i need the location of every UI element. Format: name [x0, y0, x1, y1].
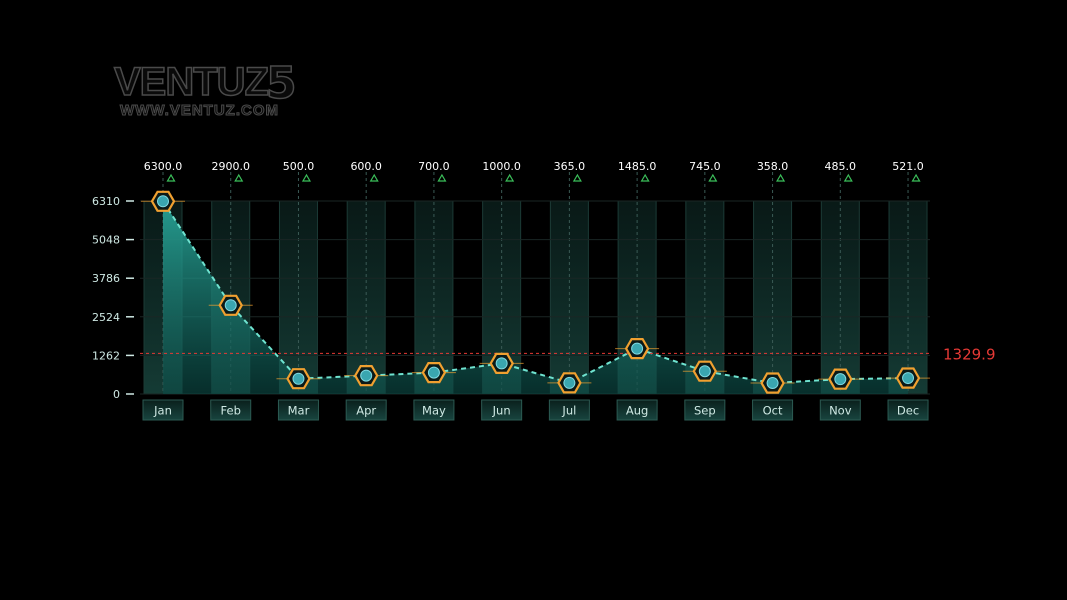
- month-box: [345, 399, 387, 421]
- x-tick-label: Apr: [356, 404, 376, 418]
- value-label: 485.0: [825, 160, 857, 173]
- series-line: [162, 200, 909, 385]
- data-point: [292, 372, 305, 385]
- value-label: 521.0: [892, 160, 924, 173]
- value-label: 1000.0: [482, 160, 521, 173]
- data-point: [698, 365, 711, 378]
- data-point: [427, 366, 440, 379]
- value-label: 745.0: [689, 160, 721, 173]
- month-box: [752, 399, 794, 421]
- up-triangle-icon: [166, 173, 176, 182]
- y-tick-label: 5048: [92, 234, 120, 247]
- month-box: [548, 399, 590, 421]
- value-label: 358.0: [757, 160, 789, 173]
- month-box: [616, 399, 658, 421]
- x-tick-label: Nov: [829, 404, 852, 418]
- value-label: 600.0: [350, 160, 382, 173]
- month-box: [887, 399, 929, 421]
- up-triangle-icon: [572, 173, 582, 182]
- up-triangle-icon: [776, 173, 786, 182]
- data-point: [224, 299, 237, 312]
- up-triangle-icon: [708, 173, 718, 182]
- x-tick-label: Mar: [288, 404, 310, 418]
- x-tick-label: Sep: [694, 404, 716, 418]
- month-box: [210, 399, 252, 421]
- month-box: [413, 399, 455, 421]
- up-triangle-icon: [369, 173, 379, 182]
- x-tick-label: Dec: [897, 404, 919, 418]
- data-point: [766, 377, 779, 390]
- value-label: 500.0: [283, 160, 315, 173]
- y-tick-label: 2524: [92, 311, 120, 324]
- data-point: [834, 373, 847, 386]
- x-tick-label: May: [422, 404, 446, 418]
- average-label: 1329.9: [943, 345, 996, 363]
- y-tick-label: 1262: [92, 349, 120, 362]
- up-triangle-icon: [911, 173, 921, 182]
- up-triangle-icon: [437, 173, 447, 182]
- up-triangle-icon: [505, 173, 515, 182]
- data-point: [631, 342, 644, 355]
- x-tick-label: Jul: [561, 404, 576, 418]
- area-fill: [163, 201, 909, 394]
- ventuz-logo: VENTUZ WWW.VENTUZ.COM 5: [113, 57, 297, 119]
- value-label: 1485.0: [618, 160, 657, 173]
- x-tick-label: Oct: [763, 404, 783, 418]
- month-box: [481, 399, 523, 421]
- x-tick-label: Feb: [221, 404, 241, 418]
- month-box: [142, 399, 184, 421]
- y-tick-label: 6310: [92, 195, 120, 208]
- value-label: 365.0: [554, 160, 586, 173]
- up-triangle-icon: [301, 173, 312, 182]
- value-label: 2900.0: [211, 160, 250, 173]
- value-label: 700.0: [418, 160, 450, 173]
- month-box: [277, 399, 319, 421]
- data-point: [495, 357, 508, 370]
- data-point: [360, 369, 373, 382]
- data-point: [157, 195, 169, 208]
- up-triangle-icon: [234, 173, 244, 182]
- x-tick-label: Aug: [626, 404, 648, 418]
- up-triangle-icon: [640, 173, 650, 182]
- y-tick-label: 3786: [92, 272, 120, 285]
- value-label: 6300.0: [144, 160, 183, 173]
- y-tick-label: 0: [113, 388, 120, 401]
- month-box: [684, 399, 726, 421]
- x-tick-label: Jun: [492, 404, 511, 418]
- up-triangle-icon: [843, 173, 853, 182]
- x-tick-label: Jan: [153, 404, 172, 418]
- month-box: [819, 399, 861, 421]
- data-point: [563, 376, 576, 389]
- data-point: [902, 372, 915, 385]
